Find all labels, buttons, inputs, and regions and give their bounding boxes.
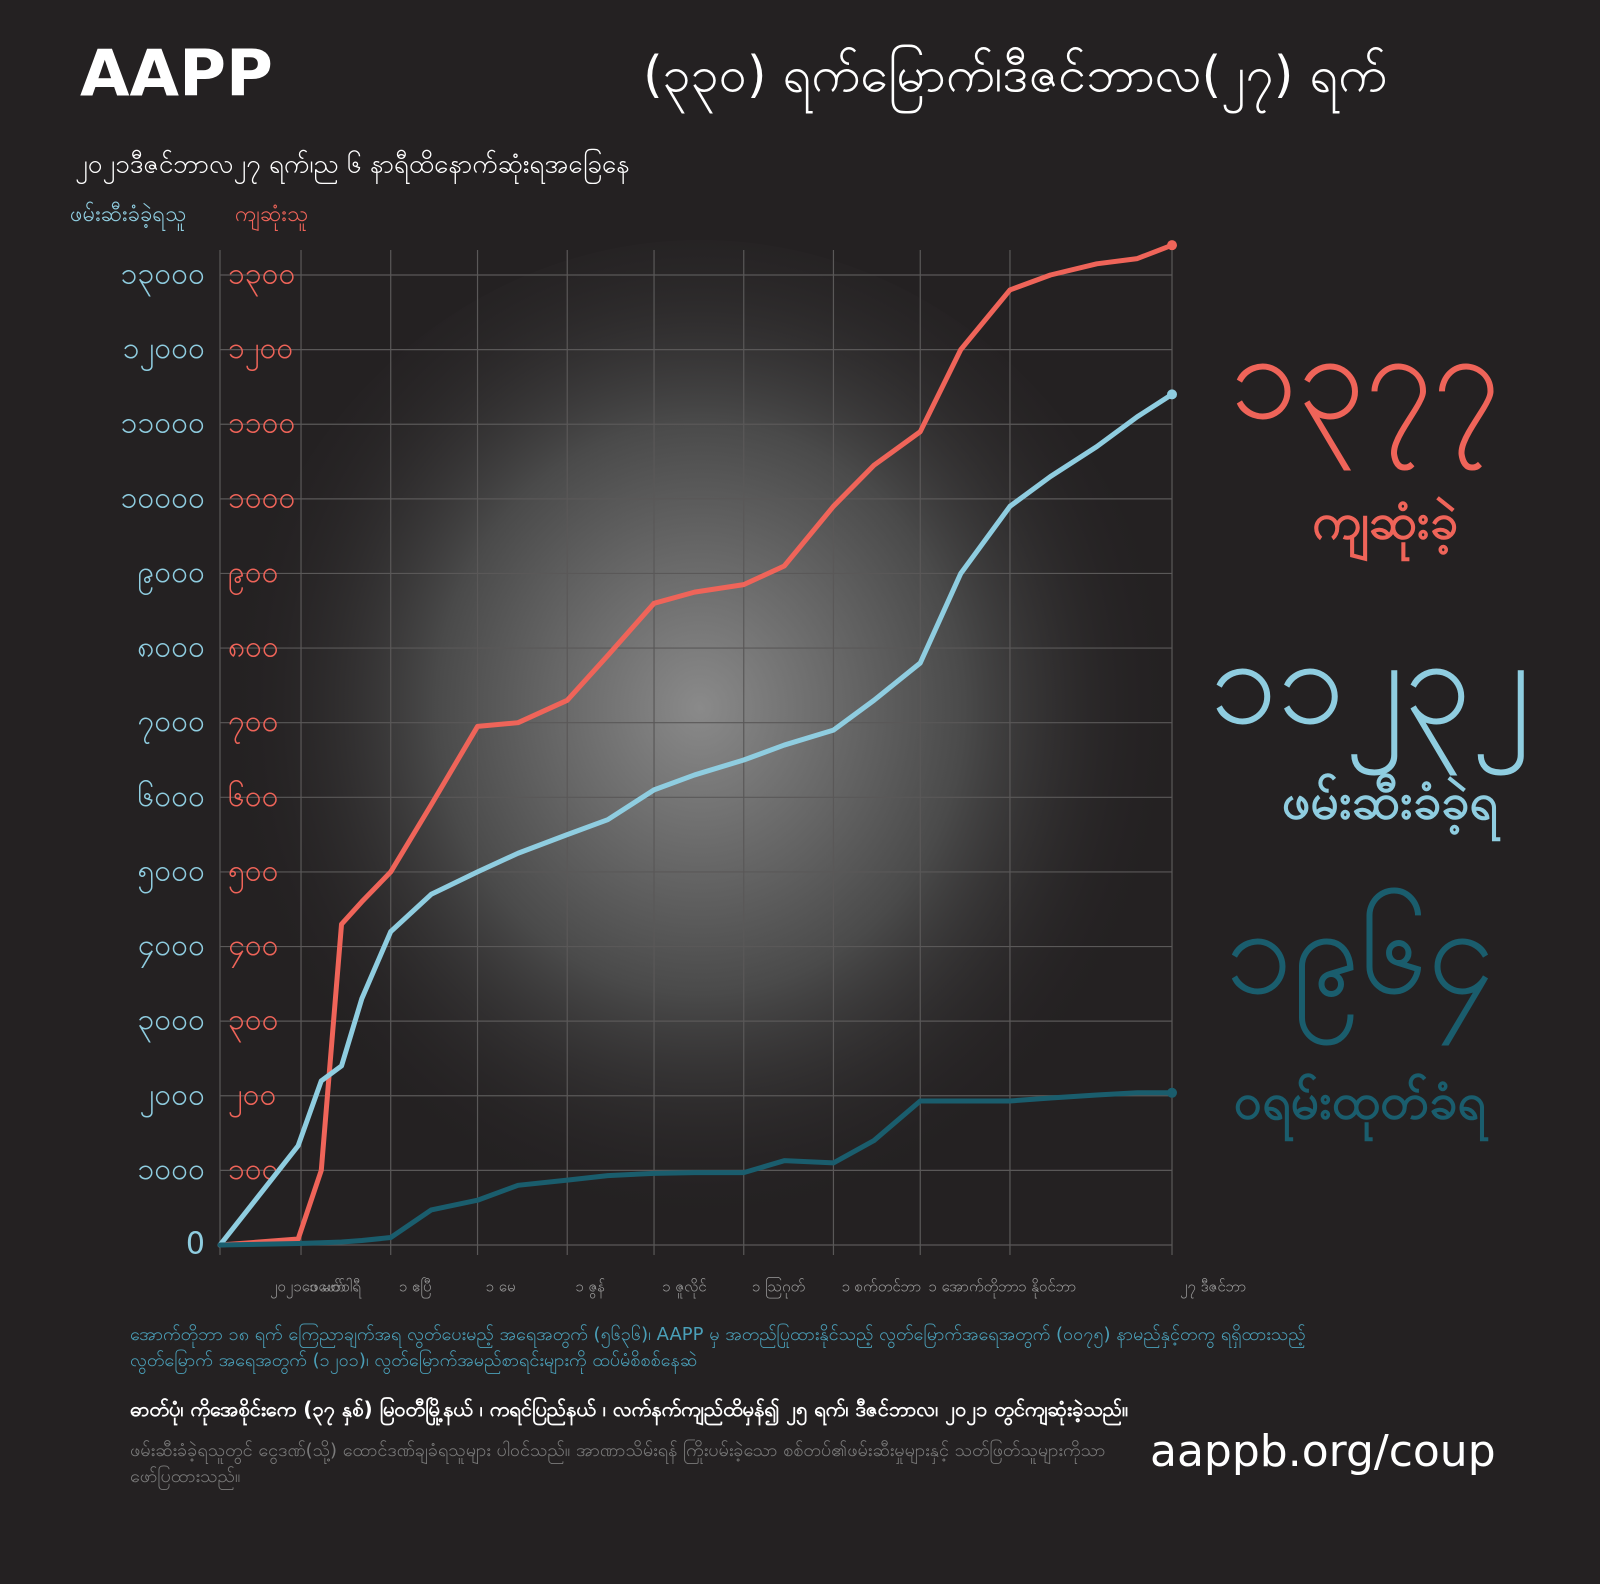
y2-tick-label: ၃၀၀ — [228, 1003, 279, 1044]
y2-tick-label: ၆၀၀ — [228, 778, 279, 814]
y-tick-label: ၉၀၀၀ — [138, 555, 206, 596]
total-label: ၁၉၆၄ — [1225, 883, 1495, 1046]
footnote: ဖမ်းဆီးခံခဲ့ရသူတွင် ငွေဒဏ်(သို့) ထောင်ဒဏ… — [130, 1440, 1106, 1488]
y2-tick-label: ၁၀၀၀ — [228, 480, 296, 515]
x-tick-label: ၂၀၂၁ဖေဖော်ဝါရီ — [270, 1278, 362, 1299]
y2-tick-label: ၁၃၀၀ — [228, 257, 296, 298]
photo-caption: ဓာတ်ပုံ၊ ကိုအေစိုင်းကေ (၃၇ နှစ်) မြဝတီမြ… — [130, 1397, 1129, 1421]
y2-axis-label: ကျဆုံးသူ — [235, 202, 308, 231]
x-tick-label: ၁ ဧပြီ — [399, 1278, 432, 1299]
legend-label: ကျဆုံးခဲ့ — [1312, 493, 1458, 563]
brand: AAPP — [80, 38, 273, 112]
y-tick-label: ၁၃၀၀၀ — [121, 257, 205, 298]
y-tick-label: ၁၀၀၀ — [138, 1152, 206, 1187]
y2-tick-label: ၁၁၀၀ — [228, 406, 296, 441]
y-tick-label: ၄၀၀၀ — [138, 928, 206, 969]
total-label: ၁၁၂၃၂ — [1210, 613, 1530, 776]
y2-tick-label: ၂၀၀ — [228, 1077, 277, 1118]
legend-label: ဖမ်းဆီးခံခဲ့ရ — [1282, 772, 1500, 843]
x-tick-label: ၁ အောက်တိုဘာ — [928, 1278, 1019, 1299]
chart-title: (၃၃၀) ရက်မြောက်၊ဒီဇင်ဘာလ(၂၇) ရက် — [643, 44, 1387, 115]
subtitle: ၂၀၂၁ဒီဇင်ဘာလ၂၇ ရက်၊ည ၆ နာရီထိနောက်ဆုံးရအ… — [75, 147, 629, 185]
y2-tick-label: ၇၀၀ — [228, 704, 279, 745]
url: aappb.org/coup — [1150, 1426, 1496, 1477]
note: အောက်တိုဘာ ၁၈ ရက် ကြေညာချက်အရ လွတ်ပေးမည့… — [130, 1324, 1306, 1372]
x-tick-label: ၁ ဇူလိုင် — [662, 1278, 707, 1299]
y-tick-label: ၁၀၀၀၀ — [121, 480, 205, 515]
x-tick-label: ၁ ဇွန် — [575, 1278, 605, 1299]
y-tick-label: ၅၀၀၀ — [138, 853, 206, 894]
series-line — [217, 242, 1175, 1248]
y-tick-label: ၇၀၀၀ — [138, 704, 206, 745]
y-tick-label: ၁၂၀၀၀ — [123, 331, 205, 372]
series-line — [217, 391, 1175, 1248]
x-tick-label: ၁ မတ် — [309, 1278, 345, 1296]
x-tick-label: ၁ စက်တင်ဘာ — [841, 1278, 921, 1296]
end-point — [1167, 389, 1177, 400]
y-tick-label: ၆၀၀၀ — [138, 778, 206, 814]
y2-tick-label: ၄၀၀ — [228, 928, 279, 969]
x-tick-label: ၂၇ ဒီဇင်ဘာ — [1180, 1278, 1246, 1299]
y-tick-label: 0 — [186, 1227, 205, 1262]
y-tick-label: ၈၀၀၀ — [137, 630, 205, 665]
y-tick-label: ၃၀၀၀ — [138, 1003, 206, 1044]
x-tick-label: ၁ ဩဂုတ် — [752, 1277, 805, 1299]
photo-placeholder — [220, 240, 1180, 1280]
legend-label: ဝရမ်းထုတ်ခံရ — [1234, 1072, 1488, 1143]
series-line — [217, 1090, 1175, 1248]
y-axis-label: ဖမ်းဆီးခံခဲ့ရသူ — [70, 201, 186, 231]
y2-tick-label: ၈၀၀ — [228, 630, 279, 665]
x-tick-label: ၁ နိုဝင်ဘာ — [1018, 1278, 1076, 1299]
y2-tick-label: ၉၀၀ — [228, 555, 279, 596]
total-label: ၁၃၇၇ — [1230, 308, 1500, 471]
end-point — [1167, 240, 1177, 251]
y-tick-label: ၁၁၀၀၀ — [121, 406, 205, 441]
y2-tick-label: ၁၂၀၀ — [228, 331, 293, 372]
x-tick-label: ၁ မေ — [486, 1278, 516, 1296]
end-point — [1167, 1087, 1177, 1098]
y2-tick-label: ၅၀၀ — [228, 853, 279, 894]
y-tick-label: ၂၀၀၀ — [140, 1077, 205, 1118]
